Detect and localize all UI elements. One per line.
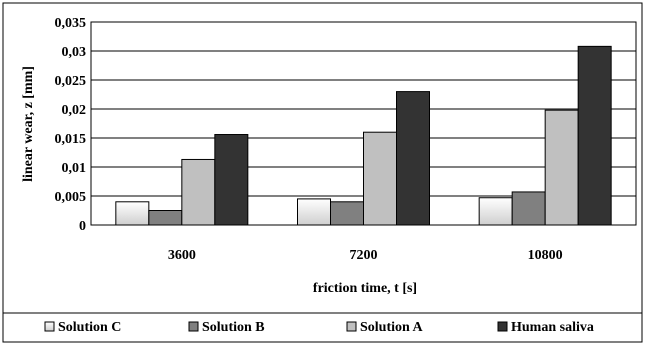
bars-group <box>115 45 612 226</box>
x-tick-label: 7200 <box>350 248 378 263</box>
legend-swatch <box>497 321 508 332</box>
bar-solution-b <box>511 191 546 226</box>
y-tick-label: 0,005 <box>55 190 87 205</box>
y-tick-label: 0,025 <box>55 74 87 89</box>
y-axis-label: linear wear, z [mm] <box>21 66 36 182</box>
bar-human-saliva <box>577 45 612 226</box>
legend-label: Solution A <box>360 320 424 335</box>
x-tick-label: 10800 <box>528 248 563 263</box>
legend-swatch <box>44 321 55 332</box>
bar-solution-b <box>148 210 183 226</box>
x-axis-label: friction time, t [s] <box>313 281 417 296</box>
bar-solution-c <box>478 197 513 226</box>
bar-solution-a <box>363 131 397 226</box>
y-tick-label: 0,02 <box>62 103 87 118</box>
x-tick-label: 3600 <box>168 248 196 263</box>
plot-area <box>90 21 637 226</box>
y-tick-label: 0,015 <box>55 132 87 147</box>
bar-solution-a <box>181 158 216 226</box>
bar-human-saliva <box>214 134 249 226</box>
y-tick-label: 0,01 <box>62 161 87 176</box>
legend-label: Solution C <box>58 320 121 335</box>
chart-frame <box>2 2 643 343</box>
x-tick-labels: 3600 7200 10800 <box>168 248 563 263</box>
bar-solution-b <box>330 201 364 226</box>
y-tick-label: 0,035 <box>55 16 87 31</box>
y-tick-label: 0,03 <box>62 45 87 60</box>
y-tick-label: 0 <box>79 219 86 234</box>
legend: Solution C Solution B Solution A Human sali… <box>44 320 594 335</box>
bar-human-saliva <box>396 91 430 226</box>
legend-swatch <box>346 321 357 332</box>
legend-label: Solution B <box>202 320 265 335</box>
legend-swatch <box>188 321 199 332</box>
bar-solution-c <box>297 198 331 226</box>
legend-label: Human saliva <box>511 320 594 335</box>
bar-solution-a <box>544 109 579 226</box>
y-tick-labels: 0 0,005 0,01 0,015 0,02 0,025 0,03 0,035 <box>55 16 87 234</box>
bar-solution-c <box>115 201 150 226</box>
